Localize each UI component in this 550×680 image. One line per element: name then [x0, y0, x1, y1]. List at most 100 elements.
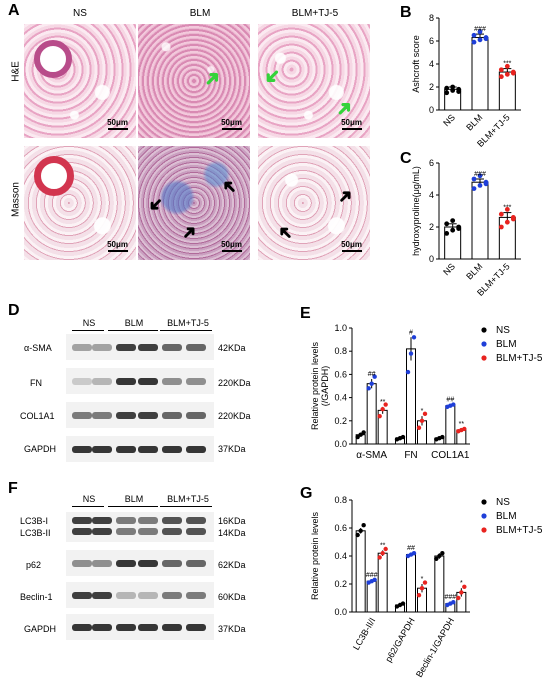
x-tick-label: α-SMA [356, 450, 387, 461]
group-line [72, 330, 104, 331]
x-tick-label: Beclin-1/GAPDH [414, 616, 456, 679]
x-tick-label: NS [441, 112, 457, 128]
legend-label: NS [496, 497, 510, 508]
blot-band [92, 624, 112, 631]
blot-band [92, 446, 112, 453]
data-point [456, 89, 462, 94]
blot-band [92, 517, 112, 524]
data-point [434, 556, 439, 561]
green-arrow-icon: ➜ [199, 65, 227, 93]
panel-label-d: D [8, 302, 20, 319]
data-point [361, 430, 366, 435]
protein-label: LC3B-I [20, 516, 49, 526]
black-arrow-icon: ➜ [272, 220, 298, 246]
data-point [383, 546, 388, 552]
blot-band [186, 446, 206, 453]
legend-label: NS [496, 325, 510, 336]
significance-label: ## [407, 545, 415, 552]
data-point [444, 90, 450, 96]
legend-marker [481, 527, 487, 533]
legend-label: BLM [496, 339, 517, 350]
data-point [380, 551, 385, 556]
col-header-ns: NS [73, 8, 87, 19]
data-point [383, 402, 388, 407]
group-line [108, 330, 158, 331]
data-point [411, 551, 417, 556]
data-point [440, 434, 445, 440]
significance-label: * [421, 408, 424, 415]
bronchiole-shape [34, 156, 74, 196]
data-point [419, 418, 425, 423]
size-label: 62KDa [218, 560, 246, 570]
blot-band [92, 378, 112, 385]
y-axis-label-sub: (/GAPDH) [320, 366, 330, 407]
data-point [451, 402, 456, 407]
panel-label-f: F [8, 480, 18, 497]
bar [355, 530, 366, 613]
blot-band [116, 517, 136, 524]
blot-band [116, 378, 136, 385]
protein-label: COL1A1 [20, 411, 55, 421]
blot-band [186, 344, 206, 351]
data-point [361, 523, 366, 528]
size-label: 37KDa [218, 624, 246, 634]
y-tick-label: 0.4 [334, 393, 347, 403]
size-label: 42KDa [218, 343, 246, 353]
data-point [498, 211, 504, 217]
data-point [471, 32, 477, 38]
bar [445, 405, 456, 445]
x-tick-label: NS [441, 261, 457, 277]
y-tick-label: 6 [429, 158, 434, 168]
data-point [405, 369, 411, 375]
data-point [459, 590, 464, 595]
blot-band [116, 624, 136, 631]
data-point [510, 70, 516, 76]
significance-label: * [460, 580, 463, 587]
blot-band [72, 592, 92, 599]
legend-label: BLM+TJ-5 [496, 525, 543, 536]
green-arrow-icon: ➜ [258, 62, 286, 90]
blot-band [72, 528, 92, 535]
blot-band [138, 517, 158, 524]
blot-band [92, 592, 112, 599]
blot-group-blm-tj5: BLM+TJ-5 [167, 318, 209, 328]
row-label-masson: Masson [10, 182, 22, 218]
data-point [456, 226, 462, 231]
significance-label: ## [446, 397, 454, 404]
blot-band [162, 412, 182, 419]
blot-band [92, 560, 112, 567]
protein-label: LC3B-II [20, 528, 51, 538]
blot-band [138, 378, 158, 385]
data-point [422, 580, 428, 585]
blot-band [72, 517, 92, 524]
data-point [498, 224, 504, 230]
data-point [504, 219, 510, 225]
significance-label: ** [380, 542, 386, 549]
data-point [462, 426, 467, 432]
protein-label: Beclin-1 [20, 592, 53, 602]
data-point [510, 216, 516, 222]
blot-strip [66, 402, 214, 428]
protein-label: GAPDH [24, 624, 57, 634]
data-point [372, 577, 377, 582]
y-tick-label: 0.8 [334, 495, 347, 505]
group-line [72, 506, 104, 507]
col-header-blm: BLM [189, 8, 211, 19]
data-point [498, 74, 504, 80]
legend-marker [481, 355, 487, 361]
y-tick-label: 0.6 [334, 369, 347, 379]
data-point [471, 186, 477, 191]
protein-label: GAPDH [24, 444, 57, 454]
significance-label: ## [368, 371, 376, 378]
protein-label: α-SMA [24, 343, 52, 353]
blot-band [116, 412, 136, 419]
blot-band [92, 412, 112, 419]
bronchiole-shape [34, 40, 72, 78]
blot-band [186, 624, 206, 631]
blot-band [186, 528, 206, 535]
data-point [422, 411, 428, 417]
data-point [450, 227, 456, 233]
data-point [416, 425, 422, 430]
blot-band [72, 412, 92, 419]
